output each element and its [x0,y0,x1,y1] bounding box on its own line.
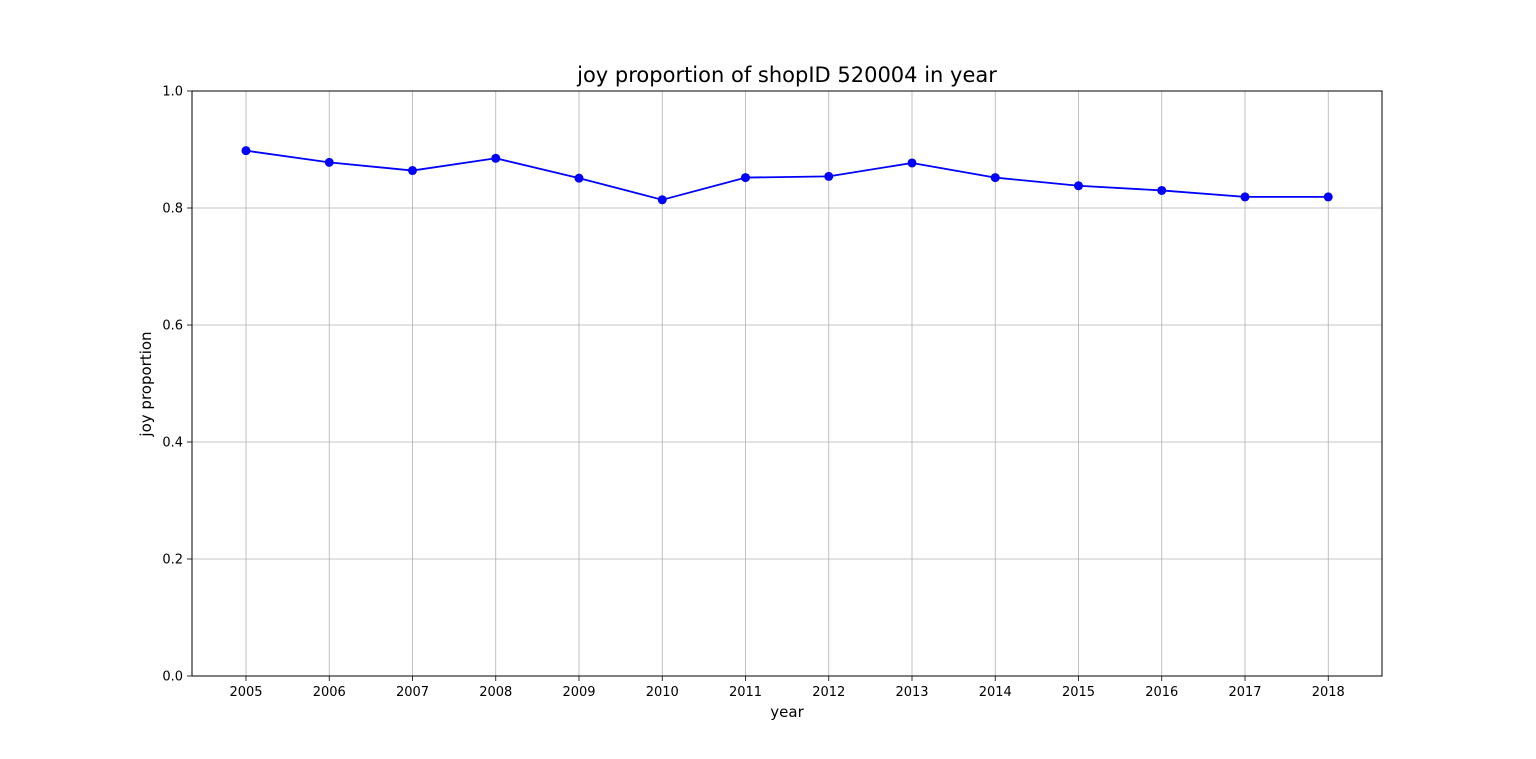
x-axis: 2005 2006 2007 2008 2009 2010 2011 2012 2013 2014… [229,676,1345,700]
data-point-2012 [824,171,834,181]
data-point-2005 [241,146,251,156]
x-tick-label: 2016 [1145,685,1178,700]
data-point-2010 [657,195,667,205]
y-axis: 0.0 0.2 0.4 0.6 0.8 1.0 [162,85,192,685]
data-point-2018 [1323,192,1333,202]
series-layer [241,146,1333,205]
data-point-2007 [408,166,417,176]
y-tick-label: 0.4 [162,436,183,451]
y-axis-label: joy proportion [137,331,155,437]
x-tick-label: 2018 [1312,685,1345,700]
y-tick-label: 0.6 [162,319,183,334]
x-tick-label: 2005 [229,685,262,700]
x-tick-label: 2010 [646,685,679,700]
data-point-2013 [907,158,917,168]
x-tick-label: 2017 [1228,685,1261,700]
x-tick-label: 2014 [979,685,1012,700]
x-tick-label: 2012 [812,685,845,700]
data-point-2008 [491,153,501,163]
x-tick-label: 2015 [1062,685,1095,700]
x-tick-label: 2011 [729,685,762,700]
data-point-2006 [324,157,334,167]
x-tick-label: 2006 [313,685,346,700]
data-point-2011 [741,173,750,183]
y-tick-label: 0.0 [162,670,183,685]
series-line [245,149,1329,201]
x-tick-label: 2007 [396,685,429,700]
x-tick-label: 2008 [479,685,512,700]
y-tick-label: 0.8 [162,202,183,217]
x-axis-label: year [770,703,804,721]
chart-title: joy proportion of shopID 520004 in year [576,63,997,87]
data-point-2016 [1157,185,1167,195]
x-tick-label: 2013 [895,685,928,700]
y-tick-label: 1.0 [162,85,183,100]
data-point-2014 [990,173,1000,183]
data-point-2009 [574,173,584,183]
y-tick-label: 0.2 [162,553,183,568]
plot-frame [191,90,1383,677]
data-point-2017 [1240,192,1250,202]
x-tick-label: 2009 [562,685,595,700]
data-point-2015 [1074,181,1083,191]
